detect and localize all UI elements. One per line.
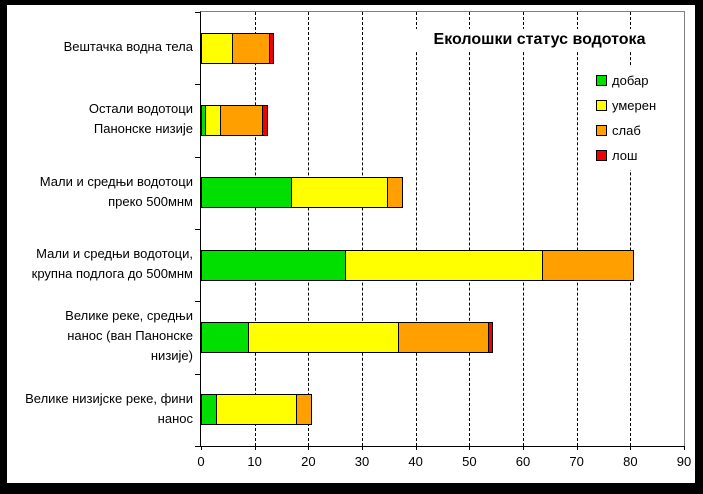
x-axis-tick-label: 0 bbox=[197, 454, 205, 469]
gridline bbox=[523, 12, 524, 446]
legend-label: добар bbox=[612, 73, 649, 88]
bar-segment bbox=[262, 105, 268, 136]
y-axis-tick bbox=[195, 301, 201, 303]
y-axis-tick bbox=[195, 12, 201, 13]
legend-swatch-лош bbox=[596, 150, 607, 161]
x-axis-tick-label: 60 bbox=[515, 454, 531, 469]
x-axis-tick-label: 30 bbox=[354, 454, 370, 469]
chart-title: Еколошки статус водотока bbox=[402, 29, 677, 51]
bar bbox=[201, 322, 494, 353]
legend-item: добар bbox=[596, 68, 656, 93]
x-axis-tick-label: 80 bbox=[623, 454, 638, 469]
bar-segment bbox=[248, 322, 399, 353]
bar bbox=[201, 105, 268, 136]
x-axis-tick-label: 20 bbox=[301, 454, 316, 469]
legend: добар умерен слаб лош bbox=[592, 66, 663, 170]
bar-segment bbox=[201, 249, 346, 281]
x-axis-tick-label: 10 bbox=[247, 454, 262, 469]
gridline bbox=[469, 12, 471, 446]
bar-segment bbox=[291, 177, 388, 209]
y-axis-tick bbox=[195, 446, 201, 447]
gridline bbox=[362, 12, 363, 446]
gridline bbox=[308, 12, 310, 446]
bar-segment bbox=[216, 394, 297, 426]
bar-segment bbox=[397, 322, 489, 353]
x-axis-tick bbox=[254, 446, 256, 450]
bar-segment bbox=[295, 394, 312, 426]
bar bbox=[201, 177, 403, 209]
legend-swatch-умерен bbox=[596, 100, 607, 111]
x-axis-tick-label: 70 bbox=[569, 454, 584, 469]
legend-label: лош bbox=[612, 148, 638, 163]
legend-swatch-добар bbox=[596, 75, 607, 86]
x-axis-tick bbox=[630, 446, 632, 450]
x-axis-tick bbox=[415, 446, 417, 450]
legend-label: слаб bbox=[612, 123, 641, 138]
y-axis-tick bbox=[195, 373, 201, 375]
gridline bbox=[254, 12, 256, 446]
x-axis-tick bbox=[362, 446, 363, 450]
category-label: Велике низијске реке, фини нанос bbox=[25, 390, 193, 426]
category-label: Велике реке, средњи нанос (ван Панонске … bbox=[65, 308, 193, 364]
bar-segment bbox=[232, 32, 270, 64]
bar-segment bbox=[268, 32, 275, 64]
bar-segment bbox=[542, 249, 634, 281]
category-label: Мали и средњи водотоци, крупна подлога д… bbox=[31, 246, 193, 282]
x-axis-tick bbox=[684, 446, 685, 450]
bar bbox=[201, 32, 275, 64]
x-axis-tick bbox=[308, 446, 310, 450]
x-axis-tick-label: 90 bbox=[676, 454, 692, 469]
legend-item: умерен bbox=[596, 93, 656, 118]
category-label: Остали водотоци Панонске низије bbox=[88, 101, 193, 137]
x-axis-tick-label: 50 bbox=[462, 454, 477, 469]
bar bbox=[201, 394, 312, 426]
x-axis-tick bbox=[523, 446, 524, 450]
bar-segment bbox=[205, 105, 222, 136]
bar-segment bbox=[201, 32, 234, 64]
bar-segment bbox=[201, 394, 218, 426]
y-axis-tick bbox=[195, 229, 201, 230]
gridline bbox=[576, 12, 578, 446]
bar-segment bbox=[344, 249, 544, 281]
bar bbox=[201, 249, 634, 281]
legend-item: слаб bbox=[596, 118, 656, 143]
x-axis-tick bbox=[469, 446, 471, 450]
bar-segment bbox=[220, 105, 264, 136]
bar-segment bbox=[487, 322, 494, 353]
category-label: Вештачка водна тела bbox=[63, 39, 193, 55]
legend-item: лош bbox=[596, 143, 656, 168]
x-axis-tick bbox=[201, 446, 202, 450]
bar-segment bbox=[201, 322, 250, 353]
x-axis-tick-label: 40 bbox=[408, 454, 423, 469]
gridline bbox=[415, 12, 417, 446]
legend-swatch-слаб bbox=[596, 125, 607, 136]
y-axis-tick bbox=[195, 84, 201, 86]
bar-segment bbox=[201, 177, 293, 209]
category-label: Мали и средњи водотоци преко 500мнм bbox=[39, 173, 193, 209]
y-axis-tick bbox=[195, 156, 201, 158]
bar-segment bbox=[386, 177, 403, 209]
gridline bbox=[630, 12, 632, 446]
x-axis-tick bbox=[576, 446, 578, 450]
legend-label: умерен bbox=[612, 98, 657, 113]
